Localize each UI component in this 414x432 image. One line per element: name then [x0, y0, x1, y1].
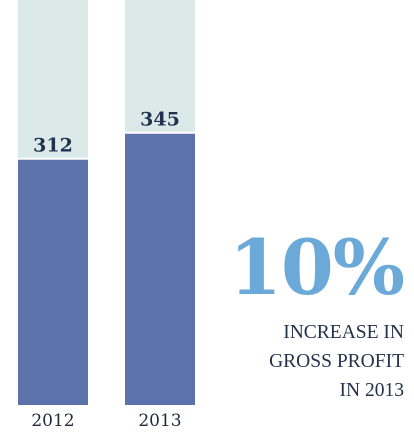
- caption-line-3: IN 2013: [339, 380, 404, 401]
- value-label-2013: 345: [140, 109, 180, 131]
- bar-top-divider-2012: [18, 157, 88, 160]
- x-tick-label-2012: 2012: [31, 411, 74, 431]
- value-label-2012: 312: [33, 135, 73, 157]
- bar-2012: [18, 159, 88, 405]
- caption-line-2: GROSS PROFIT: [269, 351, 404, 372]
- callout-caption: INCREASE IN GROSS PROFIT IN 2013: [174, 318, 404, 405]
- x-tick-label-2013: 2013: [138, 411, 181, 431]
- headline-percent: 10%: [229, 223, 405, 312]
- bar-2013: [125, 133, 195, 405]
- bar-top-divider-2013: [125, 131, 195, 134]
- caption-line-1: INCREASE IN: [283, 322, 404, 343]
